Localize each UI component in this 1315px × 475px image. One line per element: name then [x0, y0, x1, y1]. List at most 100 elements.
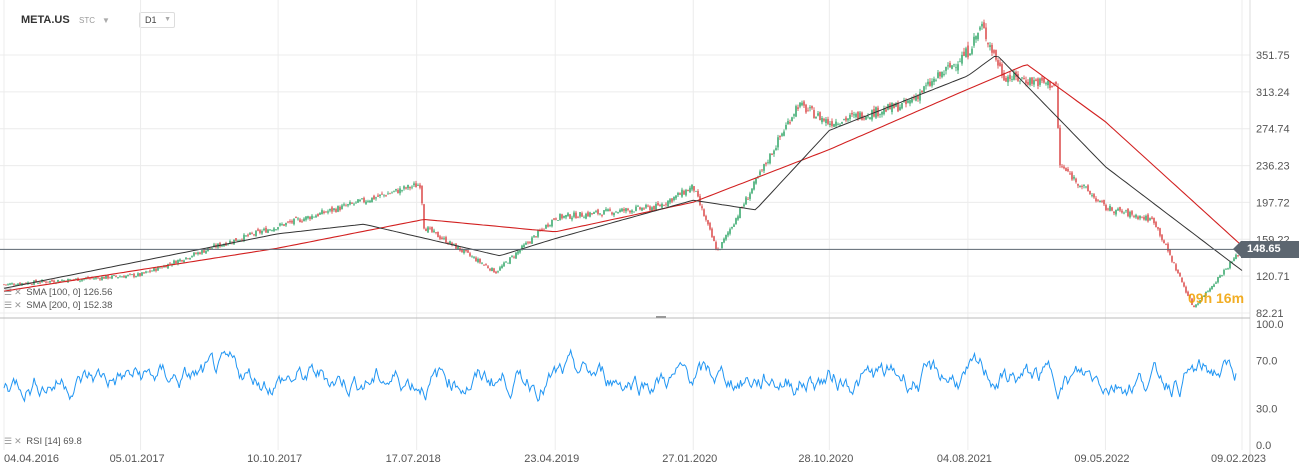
- candle-body: [1181, 277, 1183, 283]
- candle-body: [525, 242, 527, 245]
- candle-body: [545, 224, 547, 229]
- sma-100-value: 126.56: [83, 287, 113, 298]
- timeframe-select[interactable]: D1 ▼: [139, 12, 175, 28]
- chevron-down-icon[interactable]: ▼: [102, 16, 110, 25]
- candle-body: [291, 220, 293, 223]
- candle-body: [1231, 261, 1233, 263]
- close-icon[interactable]: ✕: [14, 300, 22, 310]
- close-icon[interactable]: ✕: [14, 436, 22, 446]
- candle-body: [263, 228, 265, 231]
- candle-body: [647, 205, 649, 207]
- candle-body: [985, 27, 987, 40]
- candle-body: [1167, 243, 1169, 252]
- candle-body: [829, 123, 831, 125]
- candle-body: [935, 79, 937, 81]
- candle-body: [1131, 211, 1133, 215]
- candle-body: [961, 54, 963, 64]
- candle-body: [1093, 194, 1095, 198]
- candle-body: [799, 102, 801, 107]
- price-tick-label: 197.72: [1256, 197, 1290, 209]
- candle-body: [613, 212, 615, 216]
- candle-body: [475, 257, 477, 262]
- candle-body: [823, 118, 825, 121]
- candle-body: [175, 261, 177, 264]
- candle-body: [1223, 269, 1225, 275]
- candle-body: [259, 230, 261, 233]
- candle-body: [941, 71, 943, 78]
- candle-body: [457, 246, 459, 250]
- candle-body: [181, 260, 183, 262]
- candle-body: [533, 235, 535, 237]
- candle-body: [621, 208, 623, 212]
- candle-body: [1183, 282, 1185, 287]
- candle-body: [451, 242, 453, 245]
- candle-body: [205, 250, 207, 254]
- candle-body: [409, 186, 411, 189]
- candle-body: [25, 282, 27, 284]
- candle-body: [1209, 288, 1211, 292]
- candle-body: [639, 207, 641, 210]
- candle-body: [867, 116, 869, 118]
- candle-body: [1205, 291, 1207, 296]
- candle-body: [39, 282, 41, 284]
- close-icon[interactable]: ✕: [14, 287, 22, 297]
- candle-body: [1117, 208, 1119, 211]
- candle-body: [313, 216, 315, 218]
- candle-body: [81, 279, 83, 281]
- candle-body: [971, 48, 973, 54]
- rsi-legend[interactable]: ☰ ✕ RSI [14] 69.8: [4, 436, 82, 447]
- symbol-label[interactable]: META.US: [21, 14, 70, 26]
- candle-body: [1075, 178, 1077, 183]
- candle-body: [805, 104, 807, 113]
- candle-body: [497, 271, 499, 273]
- candle-body: [1041, 77, 1043, 81]
- candle-body: [465, 249, 467, 252]
- candle-body: [501, 265, 503, 269]
- date-tick-label: 10.10.2017: [247, 453, 302, 465]
- candle-body: [495, 271, 497, 274]
- candle-body: [143, 272, 145, 274]
- candle-body: [553, 218, 555, 220]
- price-tick-label: 274.74: [1256, 124, 1290, 136]
- candle-body: [421, 185, 423, 204]
- candle-body: [73, 279, 75, 281]
- candle-body: [405, 187, 407, 189]
- menu-icon[interactable]: ☰: [4, 287, 13, 297]
- candle-body: [1043, 77, 1045, 83]
- candle-body: [509, 257, 511, 264]
- sma-200-legend[interactable]: ☰ ✕ SMA [200, 0] 152.38: [4, 300, 112, 311]
- candle-body: [477, 258, 479, 263]
- candle-body: [1177, 269, 1179, 274]
- candle-body: [47, 281, 49, 283]
- candle-body: [715, 242, 717, 250]
- candle-body: [1161, 234, 1163, 240]
- menu-icon[interactable]: ☰: [4, 436, 13, 446]
- candle-body: [345, 205, 347, 207]
- candle-body: [899, 107, 901, 111]
- pane-resize-handle[interactable]: [656, 316, 666, 318]
- candle-body: [289, 221, 291, 223]
- candle-body: [107, 275, 109, 279]
- candle-body: [815, 116, 817, 119]
- candle-body: [541, 229, 543, 230]
- candle-body: [939, 71, 941, 77]
- candle-body: [441, 237, 443, 240]
- menu-icon[interactable]: ☰: [4, 300, 13, 310]
- candle-body: [169, 263, 171, 265]
- candle-body: [769, 153, 771, 164]
- candle-body: [479, 258, 481, 263]
- candle-body: [411, 186, 413, 188]
- candle-body: [339, 206, 341, 211]
- candle-body: [293, 218, 295, 225]
- candle-body: [703, 209, 705, 217]
- candle-body: [341, 205, 343, 210]
- candle-body: [135, 276, 137, 278]
- candle-body: [709, 223, 711, 230]
- candle-body: [923, 86, 925, 93]
- candle-body: [577, 217, 579, 219]
- candle-body: [965, 48, 967, 58]
- sma-100-legend[interactable]: ☰ ✕ SMA [100, 0] 126.56: [4, 287, 112, 298]
- candle-body: [11, 283, 13, 285]
- candle-body: [711, 228, 713, 237]
